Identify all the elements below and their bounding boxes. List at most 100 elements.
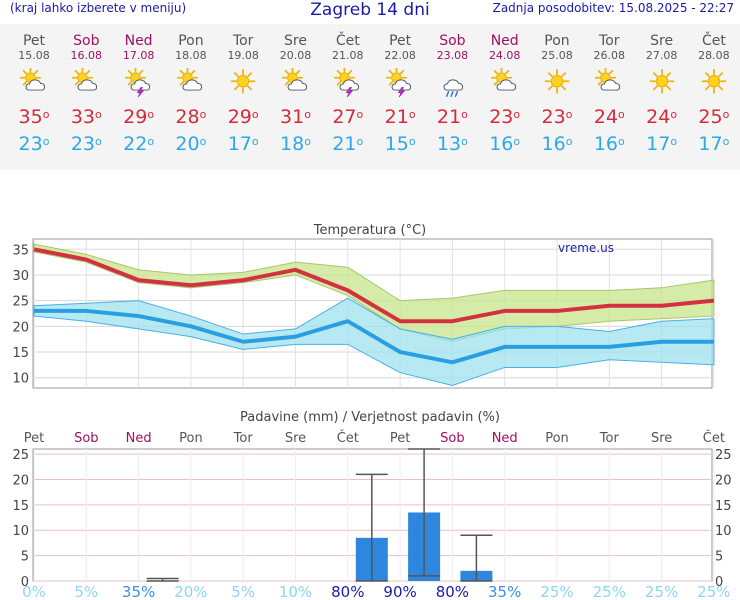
max-temp: 21o bbox=[384, 106, 416, 128]
x-tick-label: Čet bbox=[337, 430, 359, 446]
day-column: Sob 16.08 33o 23o bbox=[60, 34, 112, 156]
max-temp: 27o bbox=[332, 106, 364, 128]
y-tick-label: 25 bbox=[12, 448, 29, 463]
y-tick-label-right: 25 bbox=[715, 448, 732, 463]
day-date: 24.08 bbox=[488, 49, 521, 62]
y-tick-label: 15 bbox=[12, 346, 29, 361]
x-tick-label: Sob bbox=[440, 431, 464, 446]
max-temp: 23o bbox=[489, 106, 521, 128]
x-tick-label: Pet bbox=[24, 431, 44, 446]
day-column: Tor 19.08 29o 17o bbox=[217, 33, 269, 156]
x-tick-label: Čet bbox=[703, 430, 725, 446]
day-column: Čet 28.08 25o 17o bbox=[688, 33, 740, 156]
day-column: Čet 21.08 27o 21o bbox=[322, 33, 374, 156]
sun-cloud-icon bbox=[595, 68, 621, 91]
sun-cloud-icon bbox=[281, 68, 307, 91]
day-name: Sob bbox=[439, 33, 466, 49]
day-date: 27.08 bbox=[645, 49, 678, 62]
day-column: Pon 25.08 23o 16o bbox=[531, 33, 583, 156]
min-temp: 21o bbox=[332, 133, 364, 155]
sun-icon bbox=[230, 68, 256, 94]
precip-probability: 10% bbox=[279, 583, 312, 600]
day-column: Pet 22.08 21o 15o bbox=[374, 34, 426, 156]
chart-title: Padavine (mm) / Verjetnost padavin (%) bbox=[240, 410, 500, 425]
day-name: Čet bbox=[335, 33, 360, 49]
thunderstorm-icon bbox=[333, 68, 359, 98]
max-temp: 24o bbox=[593, 106, 625, 128]
max-temp: 35o bbox=[18, 106, 50, 128]
day-name: Ned bbox=[124, 33, 153, 49]
y-tick-label: 35 bbox=[12, 243, 29, 258]
precip-probability: 5% bbox=[231, 583, 255, 600]
max-temp: 29o bbox=[123, 106, 155, 128]
day-name: Sre bbox=[284, 33, 307, 49]
y-tick-label: 20 bbox=[12, 320, 29, 335]
temperature-chart: Temperatura (°C) 10 15 20 25 30 35 vreme.us bbox=[12, 223, 715, 389]
day-column: Ned 17.08 29o 22o bbox=[113, 33, 165, 156]
min-temp-line bbox=[34, 308, 714, 365]
x-tick-label: Sob bbox=[74, 431, 98, 446]
day-name: Pon bbox=[544, 33, 570, 49]
y-tick-label-right: 5 bbox=[715, 550, 723, 565]
min-temp: 17o bbox=[698, 133, 730, 155]
y-tick-label-right: 10 bbox=[715, 524, 732, 539]
min-temp: 22o bbox=[123, 133, 155, 155]
sun-cloud-icon bbox=[176, 68, 202, 91]
max-temp: 31o bbox=[280, 106, 311, 128]
max-temp-line bbox=[33, 247, 715, 324]
y-tick-label: 10 bbox=[12, 524, 29, 539]
precip-probability: 80% bbox=[331, 583, 364, 600]
max-temp: 25o bbox=[698, 106, 730, 128]
day-column: Tor 26.08 24o 16o bbox=[583, 33, 635, 156]
y-tick-label: 25 bbox=[12, 295, 29, 310]
y-tick-label: 0 bbox=[21, 575, 29, 590]
y-tick-label: 15 bbox=[12, 499, 29, 514]
y-tick-label: 10 bbox=[12, 372, 29, 387]
day-date: 21.08 bbox=[332, 49, 364, 62]
precipitation-chart: Padavine (mm) / Verjetnost padavin (%) Pe… bbox=[12, 410, 732, 600]
sun-cloud-icon bbox=[490, 68, 516, 91]
menu-hint: (kraj lahko izberete v meniju) bbox=[10, 1, 187, 15]
day-name: Tor bbox=[232, 33, 254, 49]
y-tick-label-right: 15 bbox=[715, 499, 732, 514]
day-date: 19.08 bbox=[227, 49, 259, 62]
day-name: Čet bbox=[701, 33, 726, 49]
min-temp: 15o bbox=[384, 133, 416, 155]
day-date: 28.08 bbox=[698, 49, 730, 62]
x-tick-label: Ned bbox=[126, 431, 152, 446]
min-temp: 17o bbox=[227, 133, 259, 155]
precip-probability: 5% bbox=[74, 583, 98, 600]
y-tick-label: 30 bbox=[12, 269, 29, 284]
min-temp: 18o bbox=[280, 133, 311, 155]
min-temp: 23o bbox=[70, 133, 102, 155]
sun-icon bbox=[701, 68, 727, 94]
max-temp: 24o bbox=[646, 106, 678, 128]
x-tick-label: Pon bbox=[179, 431, 203, 446]
page-title: Zagreb 14 dni bbox=[310, 0, 430, 20]
day-column: Ned 24.08 23o 16o bbox=[479, 34, 531, 156]
x-tick-label: Sre bbox=[285, 431, 306, 446]
x-tick-label: Ned bbox=[492, 431, 518, 446]
x-tick-label: Pon bbox=[545, 431, 569, 446]
sun-icon bbox=[649, 68, 674, 94]
thunderstorm-icon bbox=[385, 68, 412, 98]
x-tick-label: Tor bbox=[233, 431, 254, 446]
max-temp: 21o bbox=[436, 106, 468, 128]
day-column: Pet 15.08 35o 23o bbox=[8, 34, 60, 156]
day-name: Tor bbox=[599, 33, 620, 49]
forecast-band bbox=[0, 24, 740, 170]
x-tick-label: Pet bbox=[390, 431, 410, 446]
max-temp: 28o bbox=[175, 106, 207, 128]
day-date: 22.08 bbox=[384, 49, 416, 62]
sun-cloud-icon bbox=[19, 68, 46, 91]
day-column: Sre 27.08 24o 17o bbox=[636, 34, 688, 156]
sun-icon bbox=[544, 68, 570, 94]
precip-probability: 25% bbox=[540, 583, 573, 600]
min-temp: 13o bbox=[436, 133, 468, 155]
precip-probability: 35% bbox=[122, 583, 155, 600]
min-temp: 16o bbox=[541, 133, 573, 155]
precip-probability: 80% bbox=[436, 583, 469, 600]
day-date: 16.08 bbox=[70, 49, 103, 62]
day-date: 17.08 bbox=[122, 49, 155, 62]
max-temp: 23o bbox=[541, 106, 573, 128]
